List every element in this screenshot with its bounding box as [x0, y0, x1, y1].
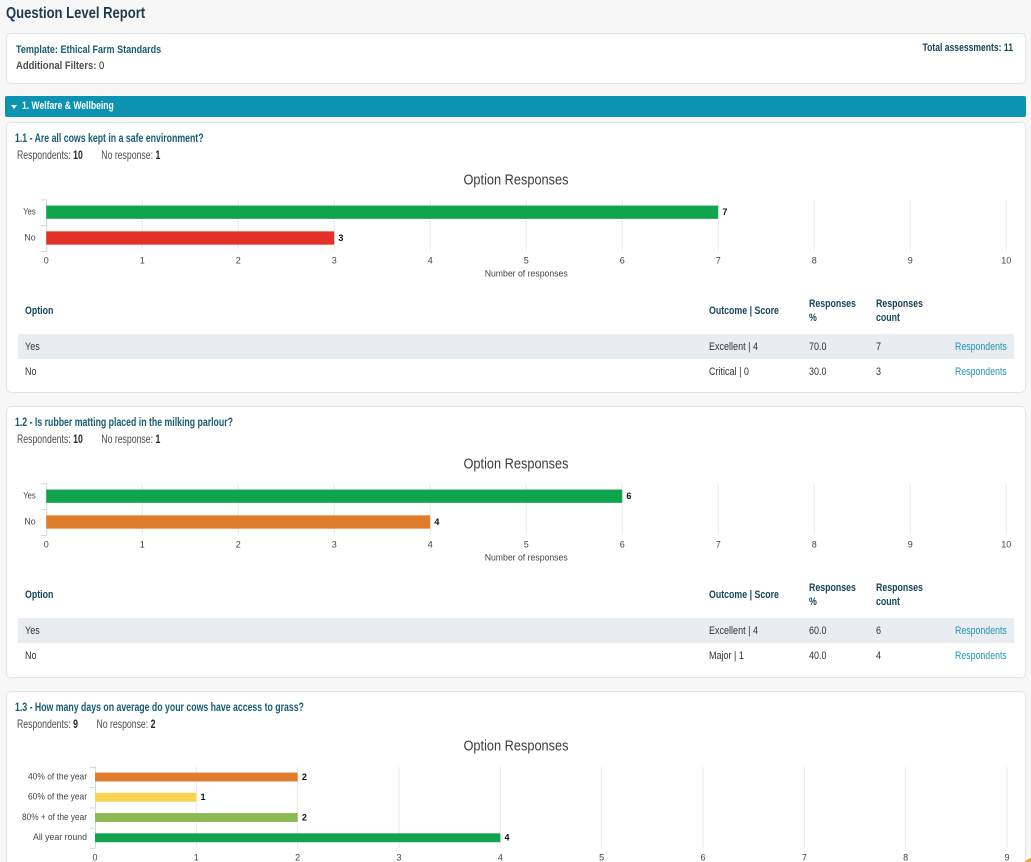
svg-text:4: 4	[428, 540, 433, 550]
svg-text:0: 0	[44, 256, 49, 266]
svg-text:8: 8	[903, 853, 908, 862]
svg-text:1: 1	[194, 853, 199, 862]
svg-text:2: 2	[295, 853, 300, 862]
svg-text:8: 8	[812, 256, 817, 266]
svg-text:5: 5	[524, 256, 529, 266]
svg-text:1: 1	[201, 792, 206, 802]
svg-text:9: 9	[908, 540, 913, 550]
svg-text:1: 1	[140, 256, 145, 266]
svg-text:All year round: All year round	[33, 832, 87, 842]
svg-text:6: 6	[620, 256, 625, 266]
svg-text:Number of responses: Number of responses	[485, 269, 568, 280]
svg-text:5: 5	[524, 540, 529, 550]
svg-text:10: 10	[1001, 540, 1011, 550]
svg-text:No: No	[24, 516, 35, 526]
svg-text:3: 3	[396, 853, 401, 862]
svg-text:60% of the year: 60% of the year	[28, 792, 87, 802]
svg-text:9: 9	[908, 256, 913, 266]
svg-text:80% + of the year: 80% + of the year	[22, 812, 87, 822]
svg-text:Yes: Yes	[23, 491, 36, 501]
svg-text:6: 6	[626, 491, 631, 501]
svg-text:0: 0	[92, 853, 97, 862]
svg-text:8: 8	[812, 540, 817, 550]
svg-text:4: 4	[498, 853, 503, 862]
svg-text:4: 4	[434, 517, 439, 527]
svg-text:4: 4	[428, 256, 433, 266]
svg-text:Number of responses: Number of responses	[485, 553, 568, 564]
svg-text:3: 3	[332, 540, 337, 550]
svg-text:No: No	[24, 232, 35, 242]
svg-text:10: 10	[1001, 256, 1011, 266]
svg-text:Option Responses: Option Responses	[464, 738, 569, 754]
svg-text:7: 7	[716, 540, 721, 550]
svg-text:0: 0	[44, 540, 49, 550]
svg-text:7: 7	[716, 256, 721, 266]
svg-text:1: 1	[140, 540, 145, 550]
svg-text:3: 3	[332, 256, 337, 266]
svg-text:40% of the year: 40% of the year	[28, 771, 87, 781]
svg-text:2: 2	[236, 540, 241, 550]
svg-text:6: 6	[620, 540, 625, 550]
svg-text:2: 2	[302, 772, 307, 782]
svg-text:2: 2	[302, 812, 307, 822]
svg-text:5: 5	[599, 853, 604, 862]
svg-text:Option Responses: Option Responses	[464, 172, 569, 188]
svg-text:7: 7	[722, 207, 727, 217]
svg-text:6: 6	[700, 853, 705, 862]
svg-text:Option Responses: Option Responses	[464, 456, 569, 472]
svg-text:Yes: Yes	[23, 207, 36, 217]
svg-text:7: 7	[802, 853, 807, 862]
svg-text:9: 9	[1004, 853, 1009, 862]
svg-text:3: 3	[338, 233, 343, 243]
svg-text:2: 2	[236, 256, 241, 266]
svg-text:4: 4	[505, 833, 510, 843]
